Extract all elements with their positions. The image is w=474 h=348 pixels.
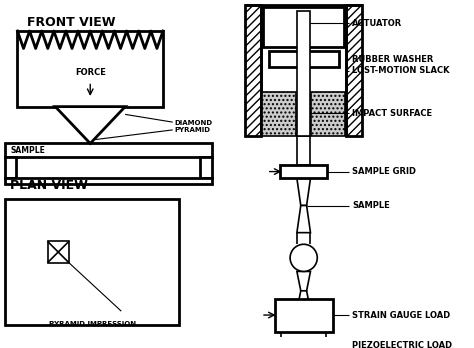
Bar <box>281 165 327 179</box>
Bar <box>297 136 310 165</box>
Text: FRONT VIEW: FRONT VIEW <box>27 16 116 29</box>
Circle shape <box>290 244 317 271</box>
Polygon shape <box>297 271 310 291</box>
Text: PIEZOELECTRIC LOAD: PIEZOELECTRIC LOAD <box>352 341 452 348</box>
Bar <box>5 157 17 179</box>
Bar <box>261 92 296 136</box>
Bar <box>261 5 346 136</box>
Bar <box>18 31 163 106</box>
Bar <box>269 52 338 67</box>
Text: DIAMOND
PYRAMID: DIAMOND PYRAMID <box>174 119 213 133</box>
Text: RUBBER WASHER: RUBBER WASHER <box>352 55 434 64</box>
Bar <box>47 242 69 263</box>
Bar <box>263 7 345 47</box>
Bar <box>274 299 333 332</box>
Text: SAMPLE: SAMPLE <box>11 146 46 155</box>
Text: ACTUATOR: ACTUATOR <box>352 19 402 28</box>
Bar <box>277 341 330 348</box>
Text: SAMPLE: SAMPLE <box>352 201 390 210</box>
Text: SAMPLE GRID: SAMPLE GRID <box>352 167 416 176</box>
Text: LOST-MOTION SLACK: LOST-MOTION SLACK <box>352 66 450 75</box>
Polygon shape <box>297 291 310 310</box>
Bar <box>282 322 326 330</box>
Text: PLAN VIEW: PLAN VIEW <box>9 179 88 192</box>
Bar <box>282 312 326 320</box>
Bar <box>246 5 261 136</box>
Bar <box>282 332 326 339</box>
Bar <box>311 92 346 136</box>
Bar <box>5 143 211 157</box>
Text: IMPACT SURFACE: IMPACT SURFACE <box>352 109 432 118</box>
Bar <box>5 179 211 184</box>
Polygon shape <box>297 179 310 206</box>
Text: STRAIN GAUGE LOAD: STRAIN GAUGE LOAD <box>352 310 450 319</box>
Polygon shape <box>55 106 125 143</box>
Bar <box>297 11 310 136</box>
Text: PYRAMID IMPRESSION: PYRAMID IMPRESSION <box>49 321 136 327</box>
Text: FORCE: FORCE <box>75 68 106 77</box>
Bar <box>5 199 180 325</box>
Bar <box>346 5 362 136</box>
Bar <box>200 157 211 179</box>
Polygon shape <box>297 206 310 233</box>
